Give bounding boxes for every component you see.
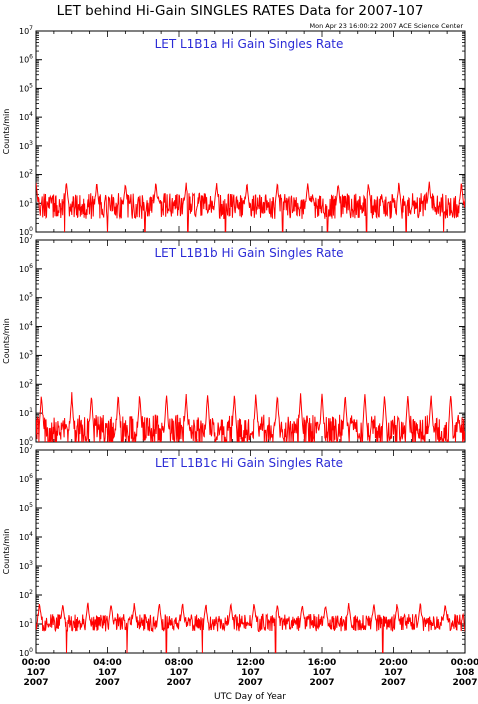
x-tick-label-year: 2007 <box>23 678 48 688</box>
y-tick-label: 102 <box>19 169 33 180</box>
x-tick-label-time: 00:00 <box>22 658 51 668</box>
panel-frame <box>35 239 466 443</box>
y-tick-label: 101 <box>19 407 33 418</box>
y-axis-label: Counts/min <box>2 109 11 155</box>
series-line <box>36 392 465 442</box>
y-tick-label: 103 <box>19 560 33 571</box>
x-axis-label: UTC Day of Year <box>214 692 286 702</box>
x-tick-label-doy: 107 <box>384 668 403 678</box>
x-tick-label-year: 2007 <box>381 678 406 688</box>
series-line <box>36 181 465 232</box>
y-tick-label: 103 <box>19 140 33 151</box>
y-tick-label: 101 <box>19 197 33 208</box>
y-axis-label: Counts/min <box>2 318 11 364</box>
x-tick-label-time: 00:00 <box>451 658 478 668</box>
y-tick-label: 100 <box>19 436 33 447</box>
x-tick-label-doy: 107 <box>98 668 117 678</box>
x-tick-label-year: 2007 <box>238 678 263 688</box>
x-tick-label-year: 2007 <box>95 678 120 688</box>
y-tick-label: 106 <box>19 54 33 65</box>
y-tick-label: 101 <box>19 618 33 629</box>
y-tick-label: 104 <box>19 111 33 122</box>
x-tick-label-time: 12:00 <box>236 658 265 668</box>
chart-panel-3: 100 101 102 103 104 105 106 107 Counts/min LET L1… <box>2 444 466 658</box>
y-tick-label: 102 <box>19 378 33 389</box>
y-tick-label: 103 <box>19 349 33 360</box>
y-tick-label: 100 <box>19 226 33 237</box>
x-tick-label-year: 2007 <box>309 678 334 688</box>
x-tick-label-time: 20:00 <box>379 658 408 668</box>
timestamp-label: Mon Apr 23 16:00:22 2007 ACE Science Cen… <box>310 22 464 30</box>
x-tick-label-doy: 107 <box>170 668 189 678</box>
y-tick-label: 102 <box>19 589 33 600</box>
x-tick-label-time: 16:00 <box>308 658 337 668</box>
x-tick-label-doy: 107 <box>27 668 46 678</box>
x-tick-label-doy: 108 <box>456 668 475 678</box>
y-tick-label: 106 <box>19 263 33 274</box>
y-tick-label: 105 <box>19 292 33 303</box>
series-line <box>36 602 465 653</box>
x-tick-label-time: 04:00 <box>93 658 122 668</box>
figure-title: LET behind Hi-Gain SINGLES RATES Data fo… <box>57 3 424 19</box>
y-tick-label: 107 <box>19 444 33 455</box>
panels-group: 100 101 102 103 104 105 106 107 Counts/min LET L1… <box>2 25 466 658</box>
x-tick-label-time: 08:00 <box>165 658 194 668</box>
y-axis-label: Counts/min <box>2 529 11 575</box>
y-tick-label: 104 <box>19 321 33 332</box>
y-tick-label: 105 <box>19 82 33 93</box>
x-tick-label-year: 2007 <box>166 678 191 688</box>
panel-title: LET L1B1c Hi Gain Singles Rate <box>155 456 343 470</box>
x-axis: 00:00107200704:00107200708:00107200712:0… <box>22 658 478 688</box>
panel-title: LET L1B1b Hi Gain Singles Rate <box>154 246 343 260</box>
x-tick-label-doy: 107 <box>241 668 260 678</box>
chart-panel-2: 100 101 102 103 104 105 106 107 Counts/min LET L1… <box>2 234 466 447</box>
x-tick-label-year: 2007 <box>452 678 477 688</box>
x-tick-label-doy: 107 <box>313 668 332 678</box>
y-tick-label: 106 <box>19 473 33 484</box>
y-tick-label: 107 <box>19 234 33 245</box>
y-tick-label: 104 <box>19 531 33 542</box>
y-tick-label: 105 <box>19 502 33 513</box>
chart-panel-1: 100 101 102 103 104 105 106 107 Counts/min LET L1… <box>2 25 466 237</box>
panel-title: LET L1B1a Hi Gain Singles Rate <box>155 37 344 51</box>
y-tick-label: 107 <box>19 25 33 36</box>
y-tick-label: 100 <box>19 647 33 658</box>
